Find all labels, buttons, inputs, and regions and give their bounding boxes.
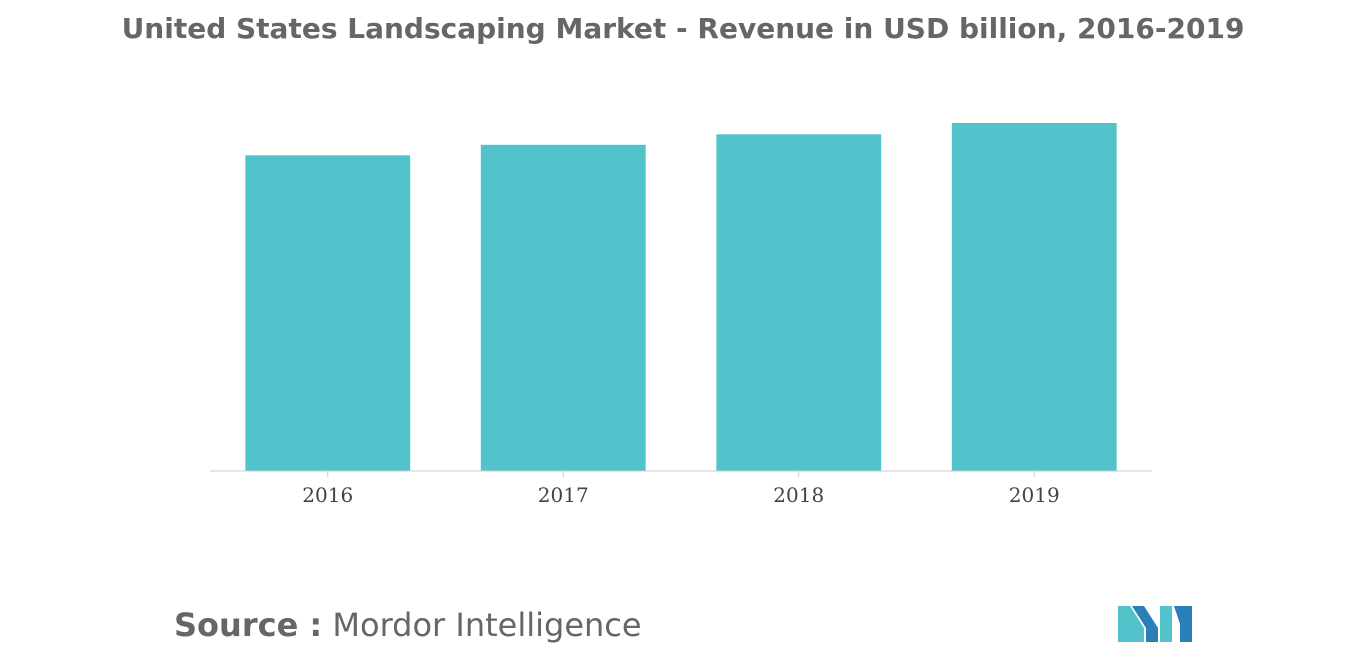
x-ticks-group [327,471,1035,477]
x-tick-labels-group: 2016 2017 2018 2019 [302,483,1059,507]
chart-title: United States Landscaping Market - Reven… [121,12,1245,45]
source-label: Source : [174,606,323,644]
x-tick-label-2019: 2019 [1009,483,1060,507]
bar-2016 [245,155,411,471]
x-tick-label-2018: 2018 [773,483,824,507]
bars-group [245,123,1117,472]
bar-2018 [716,134,882,471]
source-text: Mordor Intelligence [332,606,642,644]
x-tick-label-2017: 2017 [538,483,589,507]
bar-2019 [951,123,1117,471]
bar-chart: 2016 2017 2018 2019 [210,123,1152,507]
bar-2017 [480,144,646,472]
mordor-intelligence-logo-icon [1118,606,1192,642]
x-tick-label-2016: 2016 [302,483,353,507]
source-note: Source : Mordor Intelligence [174,606,642,644]
